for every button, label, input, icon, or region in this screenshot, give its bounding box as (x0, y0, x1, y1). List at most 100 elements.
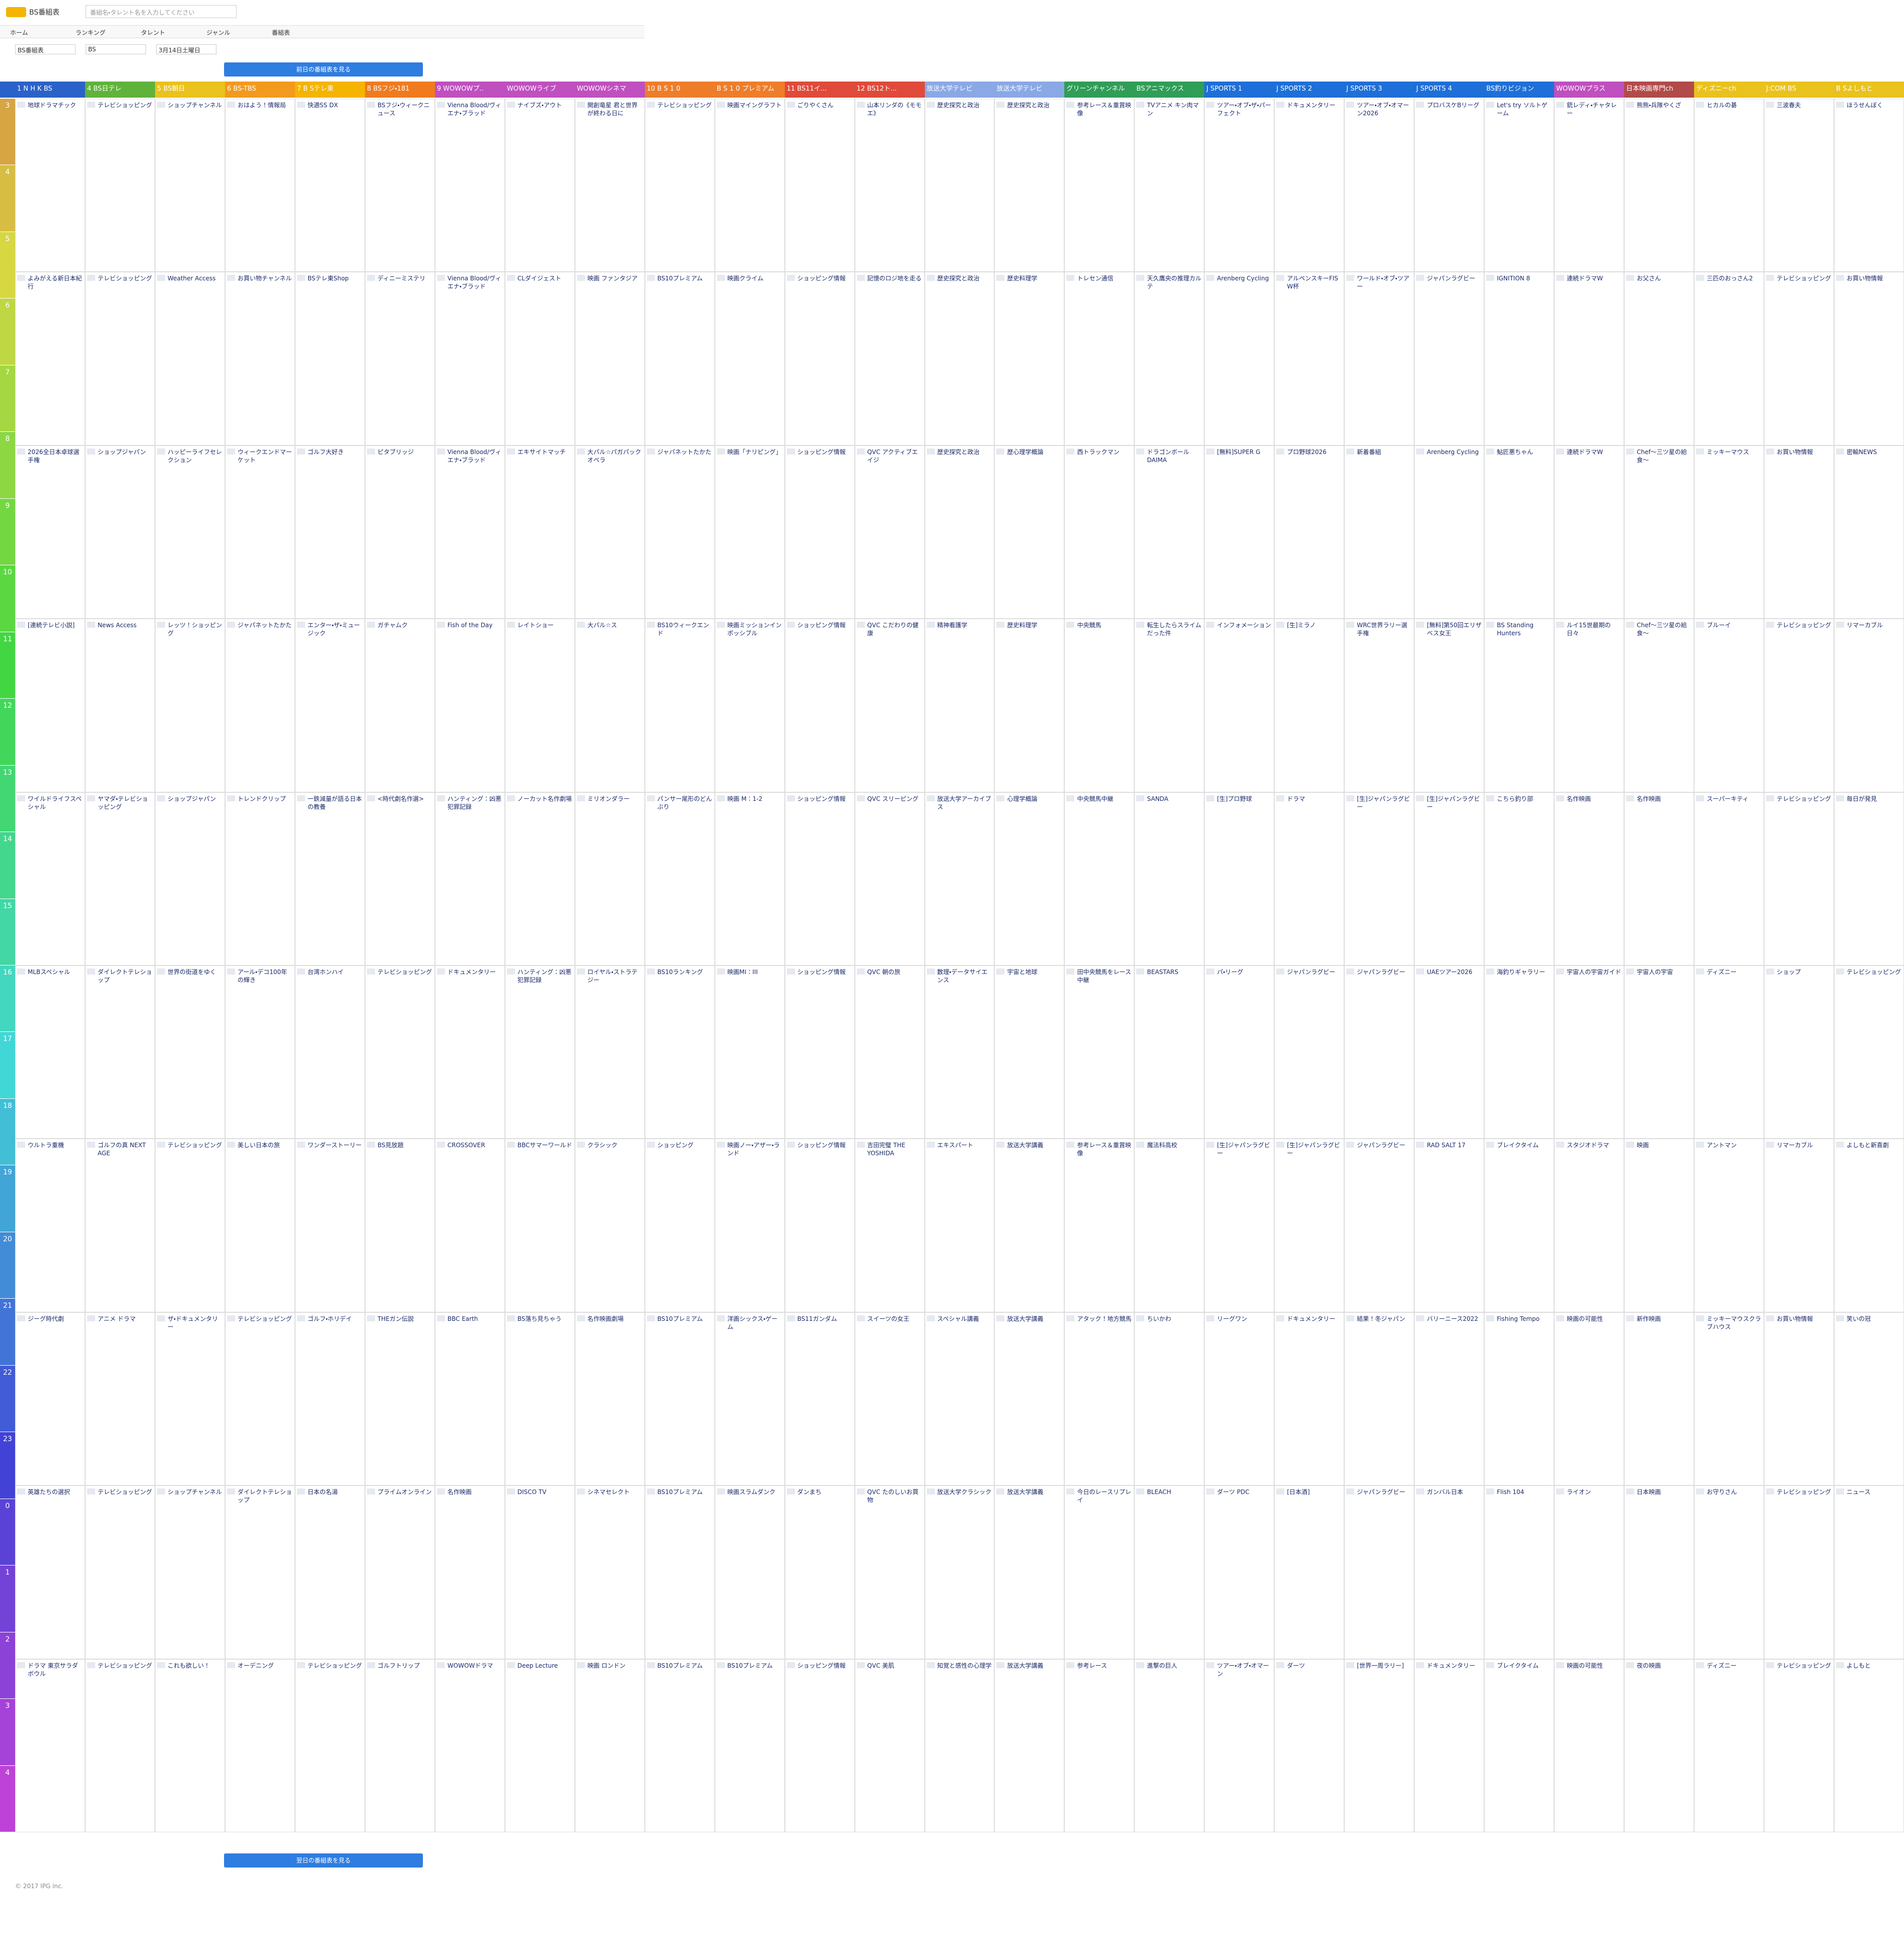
next-day-button[interactable]: 翌日の番組表を見る (224, 1853, 423, 1868)
program-cell[interactable]: QVC 美肌 (854, 1659, 925, 1832)
program-cell[interactable]: ミリオンダラー (574, 792, 645, 965)
program-cell[interactable]: トレセン通信 (1064, 272, 1135, 445)
program-cell[interactable]: 台湾ホンハイ (295, 965, 365, 1139)
nav-item[interactable]: ランキング (76, 29, 106, 36)
channel-header[interactable]: WOWOWライブ (504, 82, 575, 98)
program-cell[interactable]: 洋画シックス・ゲーム (714, 1312, 785, 1486)
channel-header[interactable]: グリーンチャンネル (1064, 82, 1135, 98)
program-cell[interactable]: BS10プレミアム (644, 1312, 715, 1486)
program-cell[interactable]: ディニーミステリ (364, 272, 435, 445)
program-cell[interactable]: ライオン (1554, 1485, 1625, 1659)
program-cell[interactable]: アール・デコ100年の輝き (225, 965, 295, 1139)
program-cell[interactable]: ロイヤル・ストラテジー (574, 965, 645, 1139)
program-cell[interactable]: 宇宙と地球 (994, 965, 1065, 1139)
program-cell[interactable]: ジーグ時代劇 (15, 1312, 85, 1486)
program-cell[interactable]: 日本映画 (1624, 1485, 1695, 1659)
program-cell[interactable]: テレビショッピング (85, 1485, 155, 1659)
channel-header[interactable]: ディズニーch (1694, 82, 1765, 98)
program-cell[interactable]: 名作映画 (1624, 792, 1695, 965)
program-cell[interactable]: ショップチャンネル (155, 1485, 225, 1659)
program-cell[interactable]: TVアニメ キン肉マン (1134, 99, 1205, 272)
program-cell[interactable]: 歴史探究と政治 (994, 99, 1065, 272)
program-cell[interactable]: 精神看護学 (924, 619, 995, 792)
program-cell[interactable]: 宇宙人の宇宙 (1624, 965, 1695, 1139)
program-cell[interactable]: リマーカブル (1834, 619, 1904, 792)
program-cell[interactable]: 映画MI：III (714, 965, 785, 1139)
program-cell[interactable]: ワンダーストーリー (295, 1139, 365, 1312)
program-cell[interactable]: テレビショッピング (1764, 1659, 1835, 1832)
program-cell[interactable]: ダンまち (784, 1485, 855, 1659)
program-cell[interactable]: Flish 104 (1484, 1485, 1555, 1659)
program-cell[interactable]: 中央競馬 (1064, 619, 1135, 792)
program-cell[interactable]: ディズニー (1694, 1659, 1765, 1832)
program-cell[interactable]: 歴史料理学 (994, 272, 1065, 445)
program-cell[interactable]: 熊熊・兵隊やくざ (1624, 99, 1695, 272)
program-cell[interactable]: アントマン (1694, 1139, 1765, 1312)
program-cell[interactable]: 映画「ナリピング」 (714, 445, 785, 619)
program-cell[interactable]: ショップジャパン (155, 792, 225, 965)
program-cell[interactable]: [無料]SUPER G (1204, 445, 1275, 619)
program-cell[interactable]: アタック！地方競馬 (1064, 1312, 1135, 1486)
program-cell[interactable]: 日本の名湯 (295, 1485, 365, 1659)
program-cell[interactable]: ヤマダ・テレビショッピング (85, 792, 155, 965)
program-cell[interactable]: 連続ドラマW (1554, 445, 1625, 619)
program-cell[interactable]: 映画 M：1-2 (714, 792, 785, 965)
program-cell[interactable]: ショップジャパン (85, 445, 155, 619)
program-cell[interactable]: ほうせんぼく (1834, 99, 1904, 272)
program-cell[interactable]: 連続ドラマW (1554, 272, 1625, 445)
program-cell[interactable]: [連続テレビ小説] (15, 619, 85, 792)
program-cell[interactable]: [日本酒] (1274, 1485, 1345, 1659)
program-cell[interactable]: ブレイクタイム (1484, 1659, 1555, 1832)
program-cell[interactable]: 記憶のロジ地を走る (854, 272, 925, 445)
program-cell[interactable]: おはよう！情報局 (225, 99, 295, 272)
program-cell[interactable]: BS見放題 (364, 1139, 435, 1312)
program-cell[interactable]: ハンティング：凶悪犯罪記録 (504, 965, 575, 1139)
channel-header[interactable]: 4 BS日テレ (85, 82, 155, 98)
program-cell[interactable]: ドキュメンタリー (434, 965, 505, 1139)
program-cell[interactable]: Let's try ソルトゲーム (1484, 99, 1555, 272)
program-cell[interactable]: ショッピング情報 (784, 792, 855, 965)
program-cell[interactable]: 密輸NEWS (1834, 445, 1904, 619)
program-cell[interactable]: ウィークエンドマーケット (225, 445, 295, 619)
program-cell[interactable]: Chef～三ツ星の給食～ (1624, 619, 1695, 792)
program-cell[interactable]: Chef～三ツ星の給食～ (1624, 445, 1695, 619)
program-cell[interactable]: BS落ち見ちゃう (504, 1312, 575, 1486)
channel-header[interactable]: WOWOWプラス (1554, 82, 1625, 98)
program-cell[interactable]: ショッピング情報 (784, 1659, 855, 1832)
program-cell[interactable]: 知覚と感性の心理学 (924, 1659, 995, 1832)
program-cell[interactable]: テレビショッピング (295, 1659, 365, 1832)
selector[interactable]: BS (86, 44, 146, 54)
program-cell[interactable]: バリーニース2022 (1414, 1312, 1485, 1486)
program-cell[interactable]: 映画 ファンタジア (574, 272, 645, 445)
program-cell[interactable]: ゴルフの真 NEXT AGE (85, 1139, 155, 1312)
program-cell[interactable]: BS11ガンダム (784, 1312, 855, 1486)
program-cell[interactable]: BBCサマーワールド (504, 1139, 575, 1312)
program-cell[interactable]: UAEツアー2026 (1414, 965, 1485, 1139)
program-cell[interactable]: ゴルフ大好き (295, 445, 365, 619)
program-cell[interactable]: 今日のレースリプレイ (1064, 1485, 1135, 1659)
program-cell[interactable]: BS10プレミアム (644, 272, 715, 445)
program-cell[interactable]: 大パル☆パガパックオペラ (574, 445, 645, 619)
program-cell[interactable]: SANDA (1134, 792, 1205, 965)
nav-item[interactable]: ホーム (10, 29, 28, 36)
prev-day-button[interactable]: 前日の番組表を見る (224, 62, 423, 77)
program-cell[interactable]: 山本リンダの《モモエ》 (854, 99, 925, 272)
program-cell[interactable]: お買い物情報 (1764, 1312, 1835, 1486)
program-cell[interactable]: DISCO TV (504, 1485, 575, 1659)
program-cell[interactable]: 快適SS DX (295, 99, 365, 272)
program-cell[interactable]: WOWOWドラマ (434, 1659, 505, 1832)
channel-header[interactable]: 6 BS-TBS (225, 82, 295, 98)
channel-header[interactable]: B Sよしもと (1834, 82, 1904, 98)
channel-header[interactable]: J SPORTS 2 (1274, 82, 1345, 98)
program-cell[interactable]: [生]ジャパンラグビー (1204, 1139, 1275, 1312)
program-cell[interactable]: ナイブズ・アウト (504, 99, 575, 272)
program-cell[interactable]: 宇宙人の宇宙ガイド (1554, 965, 1625, 1139)
program-cell[interactable]: これも欲しい！ (155, 1659, 225, 1832)
program-cell[interactable]: 名作映画 (434, 1485, 505, 1659)
program-cell[interactable]: ゴルフ・ホリデイ (295, 1312, 365, 1486)
program-cell[interactable]: 放送大学講義 (994, 1312, 1065, 1486)
search-box[interactable]: 番組名・タレント名を入力してください (86, 5, 237, 18)
program-cell[interactable]: Vienna Blood/ヴィエナ・ブラッド (434, 445, 505, 619)
program-cell[interactable]: ショッピング情報 (784, 445, 855, 619)
channel-header[interactable]: 9 WOWOWプ.. (434, 82, 505, 98)
